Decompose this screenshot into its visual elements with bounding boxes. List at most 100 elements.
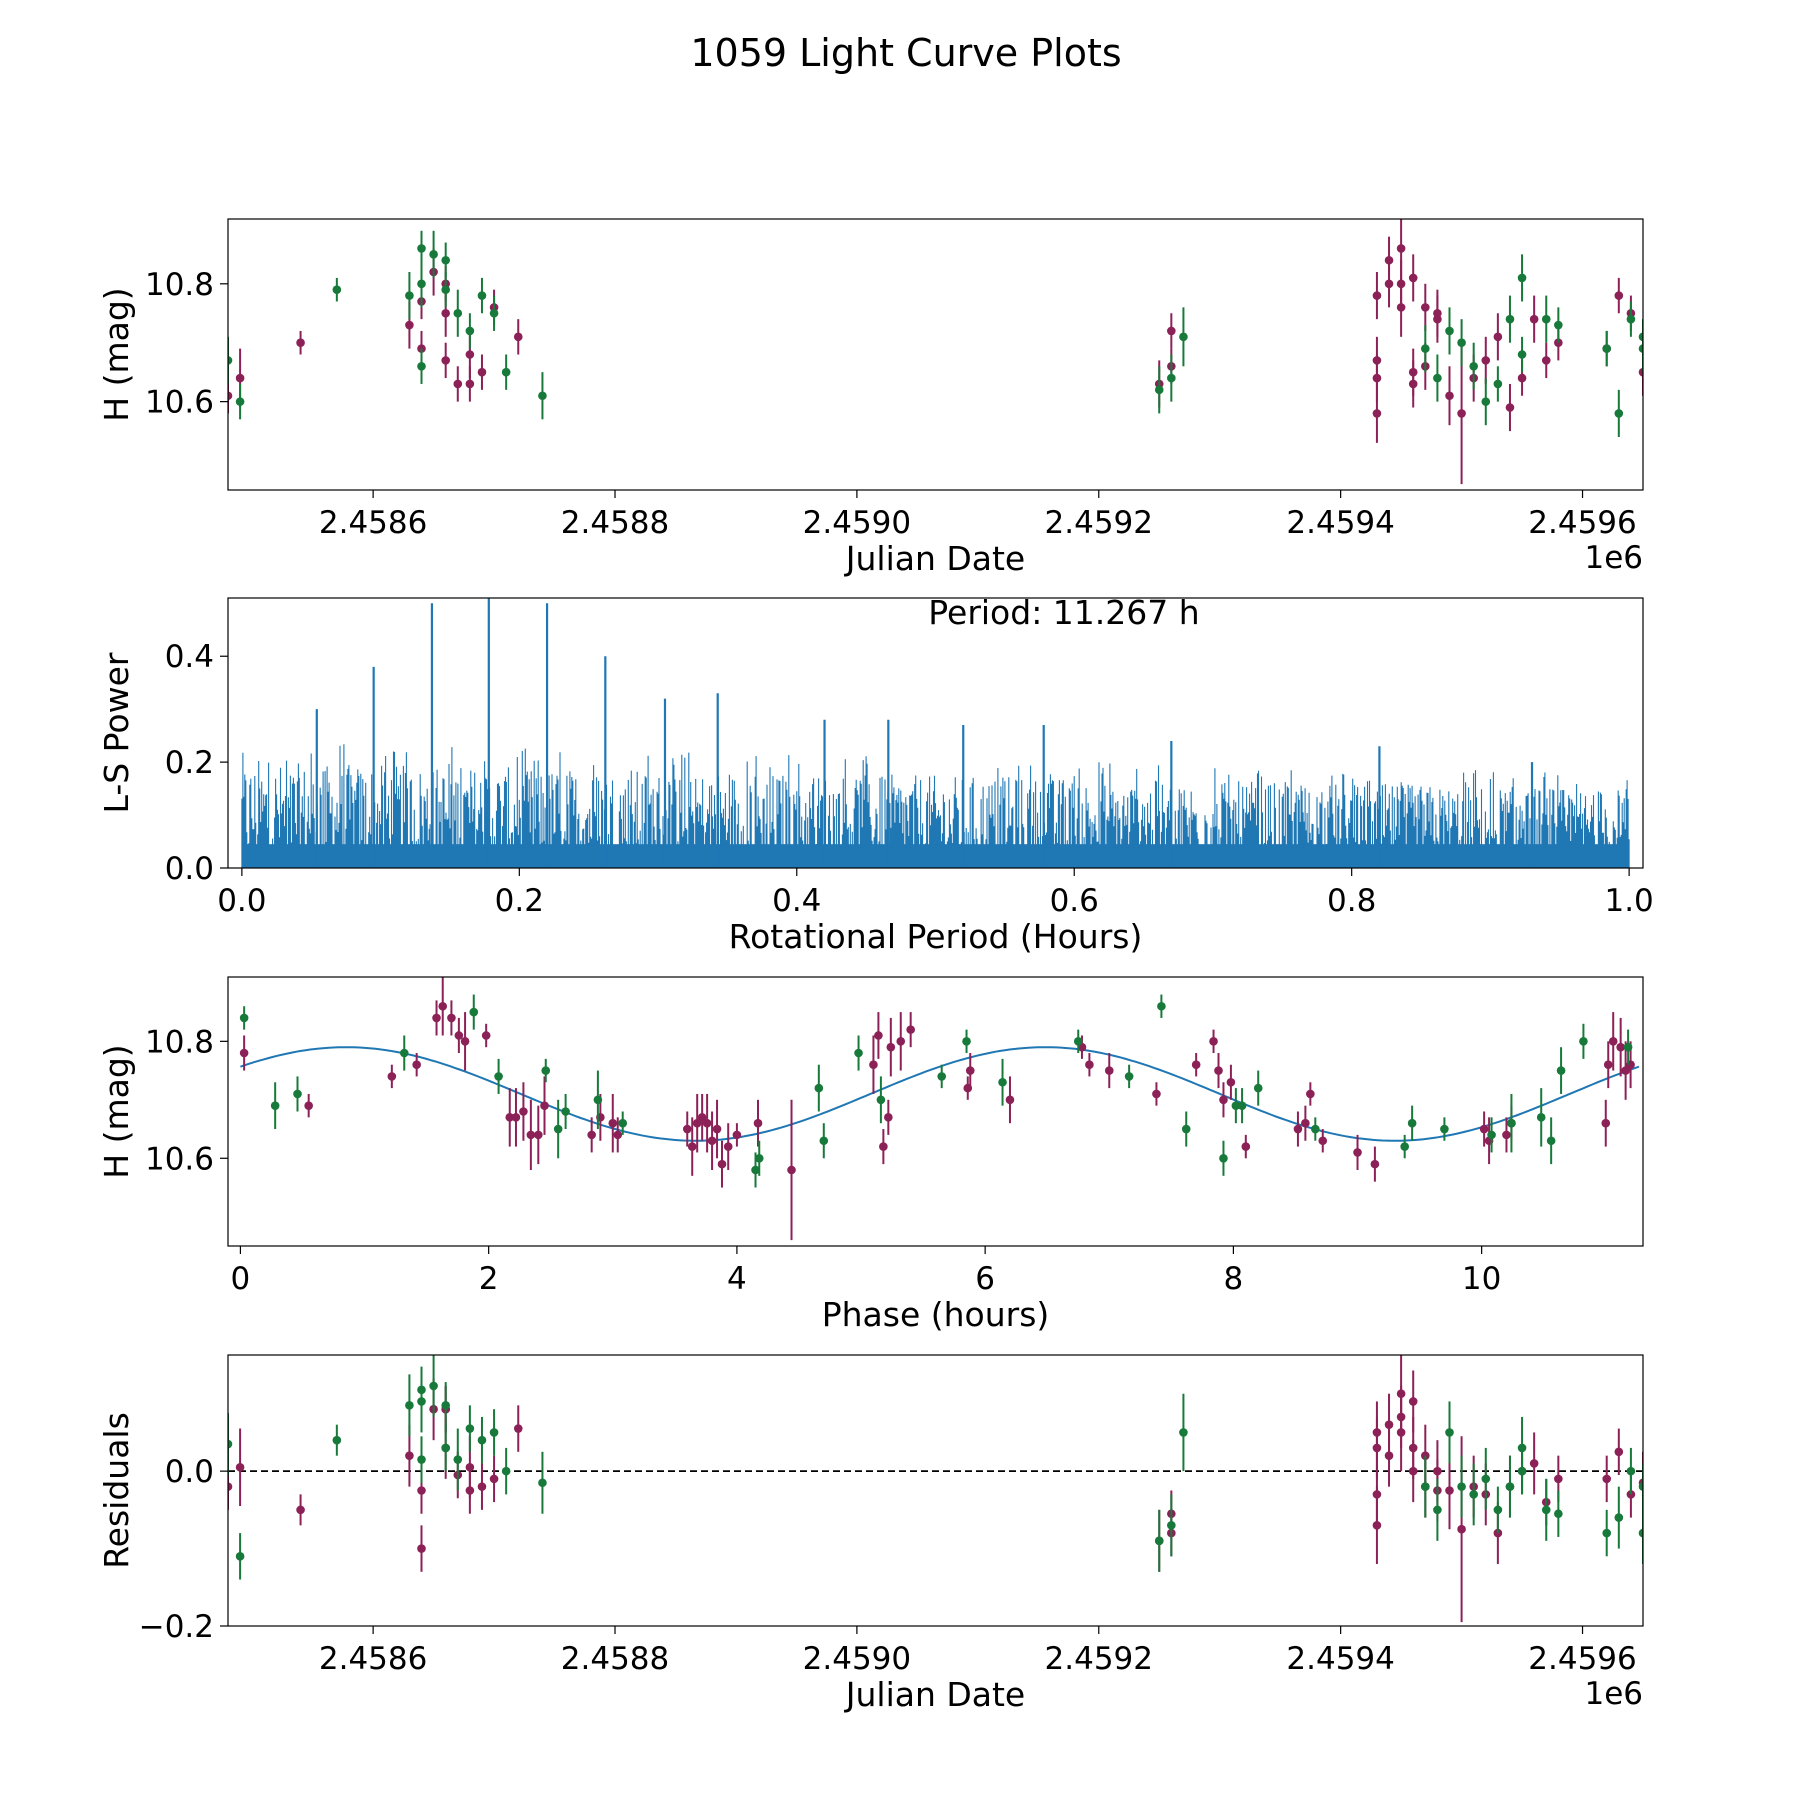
data-point	[613, 1130, 623, 1140]
data-point	[1253, 1083, 1263, 1093]
data-point	[239, 1048, 249, 1058]
data-point	[239, 1013, 249, 1023]
data-point	[494, 1072, 503, 1081]
lightcurve-x-tick-label: 2.4586	[319, 505, 427, 541]
data-point	[1554, 338, 1563, 348]
data-point	[1191, 1060, 1201, 1070]
data-point	[541, 1066, 551, 1075]
residuals-x-tick-label: 2.4590	[803, 1641, 911, 1677]
periodogram-x-tick-label: 1.0	[1604, 883, 1653, 919]
data-point	[235, 1462, 245, 1472]
data-point	[1152, 1089, 1161, 1099]
data-point	[682, 1124, 692, 1134]
residuals-y-ticks: −0.2 0.0	[139, 1454, 228, 1645]
data-point	[441, 1443, 450, 1453]
phased-x-tick-label: 4	[727, 1261, 747, 1297]
phased-y-tick-label: 10.6	[145, 1141, 214, 1177]
data-point	[1541, 314, 1551, 324]
data-point	[538, 391, 547, 401]
data-point	[489, 1428, 499, 1437]
data-point	[228, 1482, 233, 1491]
data-point	[526, 1130, 536, 1140]
residuals-x-tick-label: 2.4586	[319, 1641, 427, 1677]
phased-x-tick-label: 10	[1462, 1261, 1501, 1297]
data-point	[965, 1066, 975, 1075]
data-point	[477, 1482, 487, 1491]
data-point	[1457, 1482, 1466, 1491]
data-point	[1353, 1148, 1362, 1157]
phased-x-tick-label: 6	[975, 1261, 995, 1297]
data-point	[1124, 1072, 1134, 1081]
data-point	[1626, 314, 1636, 324]
data-point	[228, 356, 233, 365]
data-point	[884, 1113, 893, 1122]
data-point	[332, 1435, 342, 1445]
data-point	[962, 1037, 971, 1046]
data-point	[1167, 326, 1176, 336]
panel-phased: 0 2 4 6 8 10 10.6 10.8 Phase (hours) H (mag)	[97, 976, 1644, 1334]
data-point	[540, 1101, 549, 1110]
data-point	[1226, 1077, 1236, 1087]
data-point	[1085, 1060, 1094, 1070]
periodogram-marks	[241, 598, 1630, 868]
data-point	[405, 320, 414, 330]
data-point	[534, 1130, 543, 1140]
data-point	[441, 255, 450, 265]
data-point	[235, 397, 245, 406]
data-point	[1421, 1482, 1430, 1491]
data-point	[429, 250, 438, 259]
phased-marks	[239, 977, 1640, 1241]
lightcurve-x-tick-label: 2.4592	[1045, 505, 1153, 541]
data-point	[477, 291, 487, 300]
data-point	[1554, 320, 1563, 330]
residuals-plot-area	[228, 1355, 1643, 1623]
phased-x-tick-label: 8	[1224, 1261, 1244, 1297]
data-point	[405, 291, 414, 300]
data-point	[1372, 291, 1382, 300]
data-point	[937, 1072, 947, 1081]
data-point	[1529, 1459, 1539, 1468]
data-point	[441, 1401, 450, 1410]
phased-plot-area	[239, 977, 1640, 1241]
data-point	[1306, 1089, 1315, 1099]
data-point	[687, 1142, 697, 1151]
data-point	[1529, 314, 1539, 324]
data-point	[1541, 1505, 1551, 1515]
periodogram-x-tick-label: 0.0	[217, 883, 266, 919]
data-point	[1603, 1060, 1613, 1070]
data-point	[296, 1505, 305, 1515]
data-point	[1445, 1428, 1454, 1437]
periodogram-y-ticks: 0.0 0.2 0.4	[165, 639, 228, 887]
data-point	[1384, 1451, 1394, 1460]
data-point	[465, 379, 475, 389]
data-point	[732, 1130, 742, 1140]
lightcurve-x-ticks: 2.4586 2.4588 2.4590 2.4592 2.4594 2.4596	[319, 490, 1637, 541]
data-point	[1556, 1066, 1566, 1075]
data-point	[1536, 1113, 1546, 1122]
data-point	[1237, 1101, 1247, 1110]
residuals-x-ticks: 2.4586 2.4588 2.4590 2.4592 2.4594 2.4596	[319, 1626, 1637, 1677]
data-point	[1005, 1095, 1015, 1105]
data-point	[702, 1118, 712, 1128]
data-point	[1384, 279, 1394, 289]
data-point	[469, 1007, 479, 1017]
data-point	[561, 1107, 570, 1116]
data-point	[1372, 1490, 1382, 1499]
data-point	[754, 1153, 764, 1163]
data-point	[501, 1466, 511, 1476]
data-point	[293, 1089, 302, 1099]
data-point	[1481, 356, 1491, 365]
data-point	[1502, 1130, 1511, 1140]
data-point	[1608, 1037, 1618, 1046]
data-point	[417, 1486, 426, 1495]
data-point	[505, 1113, 515, 1122]
phased-x-tick-label: 0	[231, 1261, 251, 1297]
data-point	[1517, 373, 1527, 383]
data-point	[447, 1013, 456, 1023]
data-point	[387, 1072, 397, 1081]
data-point	[453, 1455, 463, 1464]
data-point	[228, 1439, 233, 1449]
data-point	[814, 1083, 824, 1093]
data-point	[1614, 1447, 1624, 1457]
residuals-y-label: Residuals	[97, 1412, 136, 1569]
